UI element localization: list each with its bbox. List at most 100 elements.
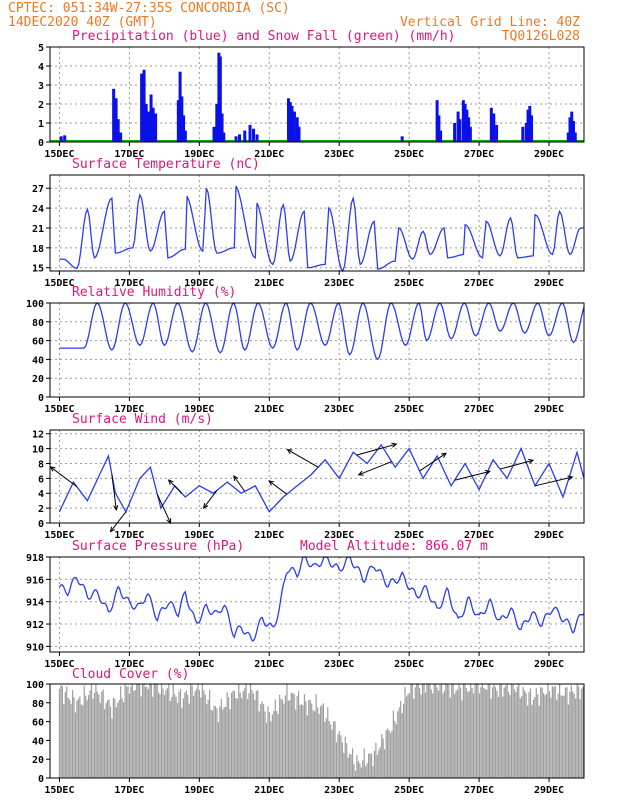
cloud-cover-bar (516, 687, 518, 778)
wind-vector-head (286, 449, 293, 455)
cloud-cover-bar (421, 684, 424, 778)
y-tick-label: 2 (38, 504, 44, 515)
precipitation-bar (568, 117, 572, 142)
cloud-cover-bar (306, 715, 308, 778)
plot-frame (49, 302, 585, 398)
cloud-cover-bar (101, 691, 103, 778)
cloud-cover-bar (121, 698, 123, 778)
cloud-cover-bar (477, 684, 479, 778)
cloud-cover-bar (481, 684, 483, 778)
x-tick-label: 29DEC (534, 404, 564, 415)
plot-frame (49, 429, 585, 524)
cloud-cover-bar (398, 707, 400, 778)
cloud-cover-bar (309, 700, 311, 778)
cloud-cover-bar (567, 704, 569, 778)
cloud-cover-bar (350, 754, 352, 778)
x-tick-label: 29DEC (534, 785, 564, 796)
cloud-cover-bar (357, 761, 359, 778)
precipitation-bar (572, 121, 576, 142)
cloud-cover-bar (579, 699, 581, 778)
cloud-cover-bar (106, 700, 109, 778)
y-tick-label: 80 (32, 318, 44, 329)
x-tick-label: 19DEC (184, 530, 214, 541)
cloud-cover-bar (82, 705, 84, 778)
cloud-cover-bar (239, 692, 241, 778)
cloud-cover-bar (566, 687, 568, 778)
cloud-cover-bar (254, 699, 256, 778)
cloud-cover-bar (71, 690, 74, 778)
cloud-cover-bar (340, 735, 342, 778)
cloud-cover-bar (405, 696, 408, 778)
cloud-cover-panel: Cloud Cover (%) 0 20 40 60 80 100 15DEC 17DEC 19… (26, 667, 585, 796)
cloud-cover-bar (346, 743, 348, 778)
cloud-cover-bar (452, 684, 454, 778)
cloud-cover-bar (284, 695, 287, 778)
precipitation-bar (119, 132, 123, 142)
cloud-cover-bar (102, 689, 104, 778)
cloud-cover-bar (319, 706, 322, 778)
cloud-cover-bar (270, 721, 272, 778)
precipitation-bar (154, 113, 158, 142)
precipitation-bar (183, 130, 187, 142)
precipitation-bar (461, 100, 465, 142)
cloud-cover-bar (63, 704, 65, 778)
wind-vector-head (567, 475, 574, 481)
cloud-cover-bar (316, 707, 319, 778)
humidity-panel: Relative Humidity (%) 0 20 40 60 80 100 15DEC 1… (26, 285, 585, 415)
cloud-cover-bar (489, 684, 491, 778)
wind-vector-head (357, 470, 364, 476)
precipitation-bar (437, 115, 441, 142)
cloud-cover-bar (162, 688, 164, 778)
cloud-cover-bar (85, 695, 87, 778)
cloud-cover-bar (225, 706, 227, 778)
y-tick-label: 6 (38, 474, 44, 485)
y-tick-label: 18 (32, 244, 44, 255)
cloud-cover-bar (451, 684, 453, 778)
cloud-cover-bar (77, 698, 79, 778)
cloud-cover-bar (207, 699, 209, 778)
cloud-cover-bar (184, 692, 186, 778)
cloud-cover-bar (67, 697, 69, 778)
cloud-cover-bar (512, 684, 514, 778)
cloud-cover-bar (427, 684, 429, 778)
cloud-cover-bar (220, 698, 222, 778)
cloud-cover-bar (519, 698, 521, 778)
cloud-cover-bar (367, 753, 370, 778)
cloud-cover-bar (365, 766, 367, 778)
y-tick-label: 15 (32, 264, 44, 275)
cloud-cover-bar (397, 711, 399, 778)
wind-vector-head (167, 479, 174, 485)
x-tick-label: 17DEC (114, 785, 144, 796)
y-tick-label: 912 (26, 620, 44, 631)
y-tick-label: 8 (38, 459, 44, 470)
cloud-cover-bar (332, 721, 335, 778)
cloud-cover-bar (363, 748, 365, 778)
cloud-cover-bar (483, 688, 485, 778)
cloud-cover-bar (213, 706, 215, 778)
precipitation-bar (530, 115, 534, 142)
cloud-cover-bar (561, 696, 564, 778)
cloud-cover-bar (76, 700, 78, 778)
pressure-title: Surface Pressure (hPa) (72, 539, 244, 554)
cloud-cover-bar (430, 689, 432, 778)
y-tick-label: 1 (38, 119, 44, 130)
precipitation-bar (234, 136, 238, 142)
precipitation-bar (255, 134, 259, 142)
cloud-cover-bar (375, 742, 377, 778)
cloud-cover-bar (203, 690, 205, 778)
cloud-cover-bar (89, 690, 91, 778)
cloud-cover-bar (426, 684, 428, 778)
cloud-cover-bar (96, 691, 98, 778)
x-tick-label: 17DEC (114, 530, 144, 541)
x-tick-label: 17DEC (114, 149, 144, 160)
cloud-cover-bar (322, 703, 324, 778)
precipitation-bar (288, 102, 292, 142)
cloud-cover-bar (95, 684, 97, 778)
cloud-cover-bar (500, 684, 502, 778)
precipitation-bar (463, 104, 467, 142)
cloud-cover-bar (105, 702, 107, 778)
cloud-cover-bar (321, 705, 323, 778)
cloud-cover-bar (249, 684, 252, 778)
x-tick-label: 15DEC (44, 659, 74, 670)
